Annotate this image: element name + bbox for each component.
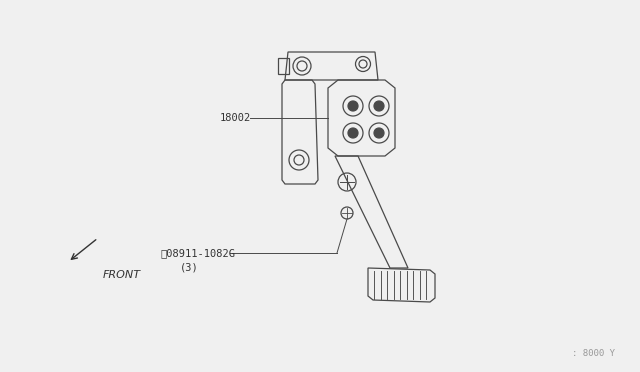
Circle shape	[348, 128, 358, 138]
Text: Ⓝ08911-1082G: Ⓝ08911-1082G	[160, 248, 235, 258]
Text: : 8000 Y: : 8000 Y	[572, 349, 615, 357]
Text: FRONT: FRONT	[103, 270, 141, 280]
Text: 18002: 18002	[220, 113, 252, 123]
Text: (3): (3)	[180, 263, 199, 273]
Circle shape	[374, 128, 384, 138]
Circle shape	[374, 101, 384, 111]
Circle shape	[348, 101, 358, 111]
